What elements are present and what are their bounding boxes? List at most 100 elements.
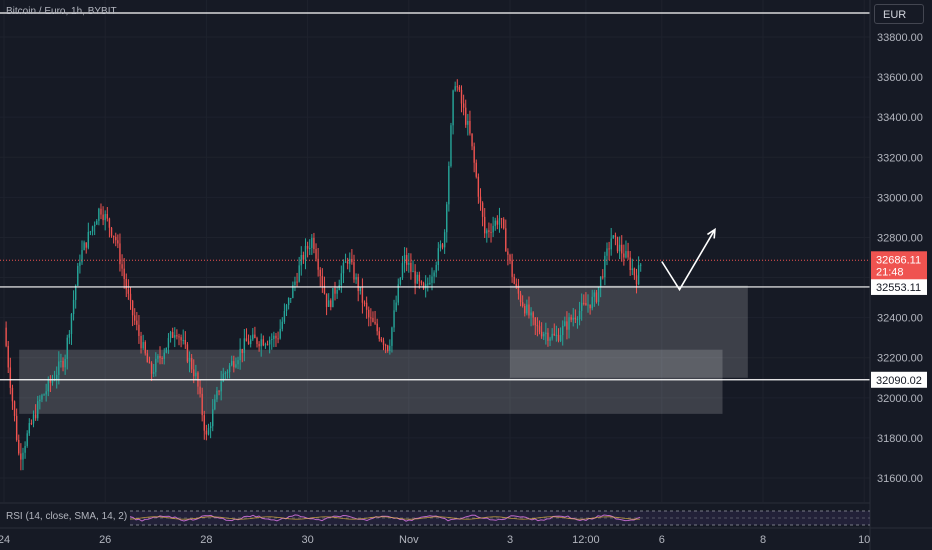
candle-body — [606, 248, 608, 256]
time-tick-label: 24 — [0, 534, 10, 546]
price-zone — [510, 285, 748, 378]
candle-body — [547, 332, 549, 341]
candle-body — [479, 196, 482, 203]
candle-body — [214, 399, 216, 410]
candle-body — [15, 415, 18, 440]
candle-body — [450, 125, 452, 166]
candle-body — [602, 276, 604, 278]
rsi-indicator-label[interactable]: RSI (14, close, SMA, 14, 2) — [6, 511, 128, 522]
candle-body — [595, 292, 598, 302]
candle-body — [384, 344, 387, 346]
candle-body — [140, 335, 142, 349]
candle-body — [538, 326, 541, 332]
candle-body — [209, 426, 212, 429]
candle-body — [585, 302, 587, 306]
candle-body — [338, 285, 340, 290]
candle-body — [557, 334, 560, 341]
candle-body — [106, 214, 109, 219]
candle-body — [526, 304, 528, 314]
candle-body — [146, 353, 149, 363]
current-price-badge — [871, 251, 927, 280]
candle-body — [193, 369, 195, 377]
level-badge-label: 32090.02 — [876, 375, 922, 387]
candle-body — [131, 300, 134, 316]
candle-body — [11, 387, 14, 402]
candle-body — [412, 271, 414, 273]
candle-body — [136, 320, 138, 325]
candle-body — [237, 360, 239, 365]
candle-body — [389, 345, 391, 351]
candle-body — [70, 314, 73, 335]
candle-body — [138, 324, 140, 336]
candle-body — [112, 235, 115, 237]
candle-body — [47, 380, 49, 392]
candle-body — [216, 390, 218, 400]
candle-body — [239, 348, 241, 361]
candle-body — [365, 302, 368, 310]
current-price-label: 32686.11 — [876, 254, 921, 266]
candle-body — [125, 278, 127, 290]
candle-body — [564, 321, 566, 326]
currency-button[interactable]: EUR — [874, 4, 924, 24]
candle-body — [22, 452, 24, 460]
price-zone — [19, 349, 723, 414]
candle-body — [186, 344, 189, 362]
candle-body — [176, 335, 178, 337]
candle-body — [446, 204, 448, 233]
candle-body — [349, 258, 351, 264]
price-tick-label: 32800.00 — [877, 232, 923, 244]
candle-body — [361, 287, 364, 303]
candle-body — [98, 208, 100, 221]
level-badge — [871, 278, 927, 295]
candle-body — [623, 253, 625, 258]
candle-body — [273, 335, 275, 339]
candle-body — [241, 348, 243, 353]
candle-body — [583, 302, 585, 304]
candle-body — [467, 120, 469, 125]
candle-body — [327, 300, 330, 307]
candle-body — [233, 361, 235, 368]
candle-body — [45, 391, 47, 395]
candle-body — [456, 86, 458, 88]
candle-body — [306, 245, 309, 249]
price-tick-label: 33000.00 — [877, 192, 923, 204]
candle-body — [475, 162, 477, 177]
candle-body — [28, 423, 30, 434]
candle-body — [382, 340, 385, 345]
candle-body — [207, 428, 210, 435]
candle-body — [597, 287, 600, 302]
candle-body — [218, 390, 220, 392]
candle-body — [471, 133, 473, 147]
candle-body — [368, 309, 370, 318]
candle-body — [532, 312, 534, 318]
candle-body — [640, 264, 642, 266]
candle-body — [100, 208, 102, 215]
candle-body — [346, 261, 349, 264]
candle-body — [555, 334, 558, 336]
candle-body — [66, 337, 68, 359]
candle-body — [68, 334, 71, 338]
candle-body — [317, 258, 319, 270]
candle-body — [469, 120, 471, 134]
candle-body — [91, 226, 94, 232]
candle-body — [235, 364, 237, 368]
candle-body — [540, 331, 543, 337]
candle-body — [180, 337, 182, 341]
candle-body — [465, 107, 467, 125]
candle-body — [258, 343, 260, 347]
candle-body — [435, 265, 437, 273]
candle-body — [275, 335, 277, 339]
candle-body — [266, 344, 269, 346]
candle-body — [9, 367, 12, 388]
price-tick-label: 32200.00 — [877, 353, 923, 365]
candle-body — [89, 231, 92, 233]
candle-body — [231, 361, 233, 366]
candle-body — [271, 338, 273, 340]
candle-body — [330, 300, 332, 308]
candle-body — [247, 341, 250, 345]
candle-body — [43, 394, 45, 396]
price-tick-label: 32400.00 — [877, 313, 923, 325]
candle-body — [203, 415, 205, 431]
candle-body — [414, 271, 416, 284]
